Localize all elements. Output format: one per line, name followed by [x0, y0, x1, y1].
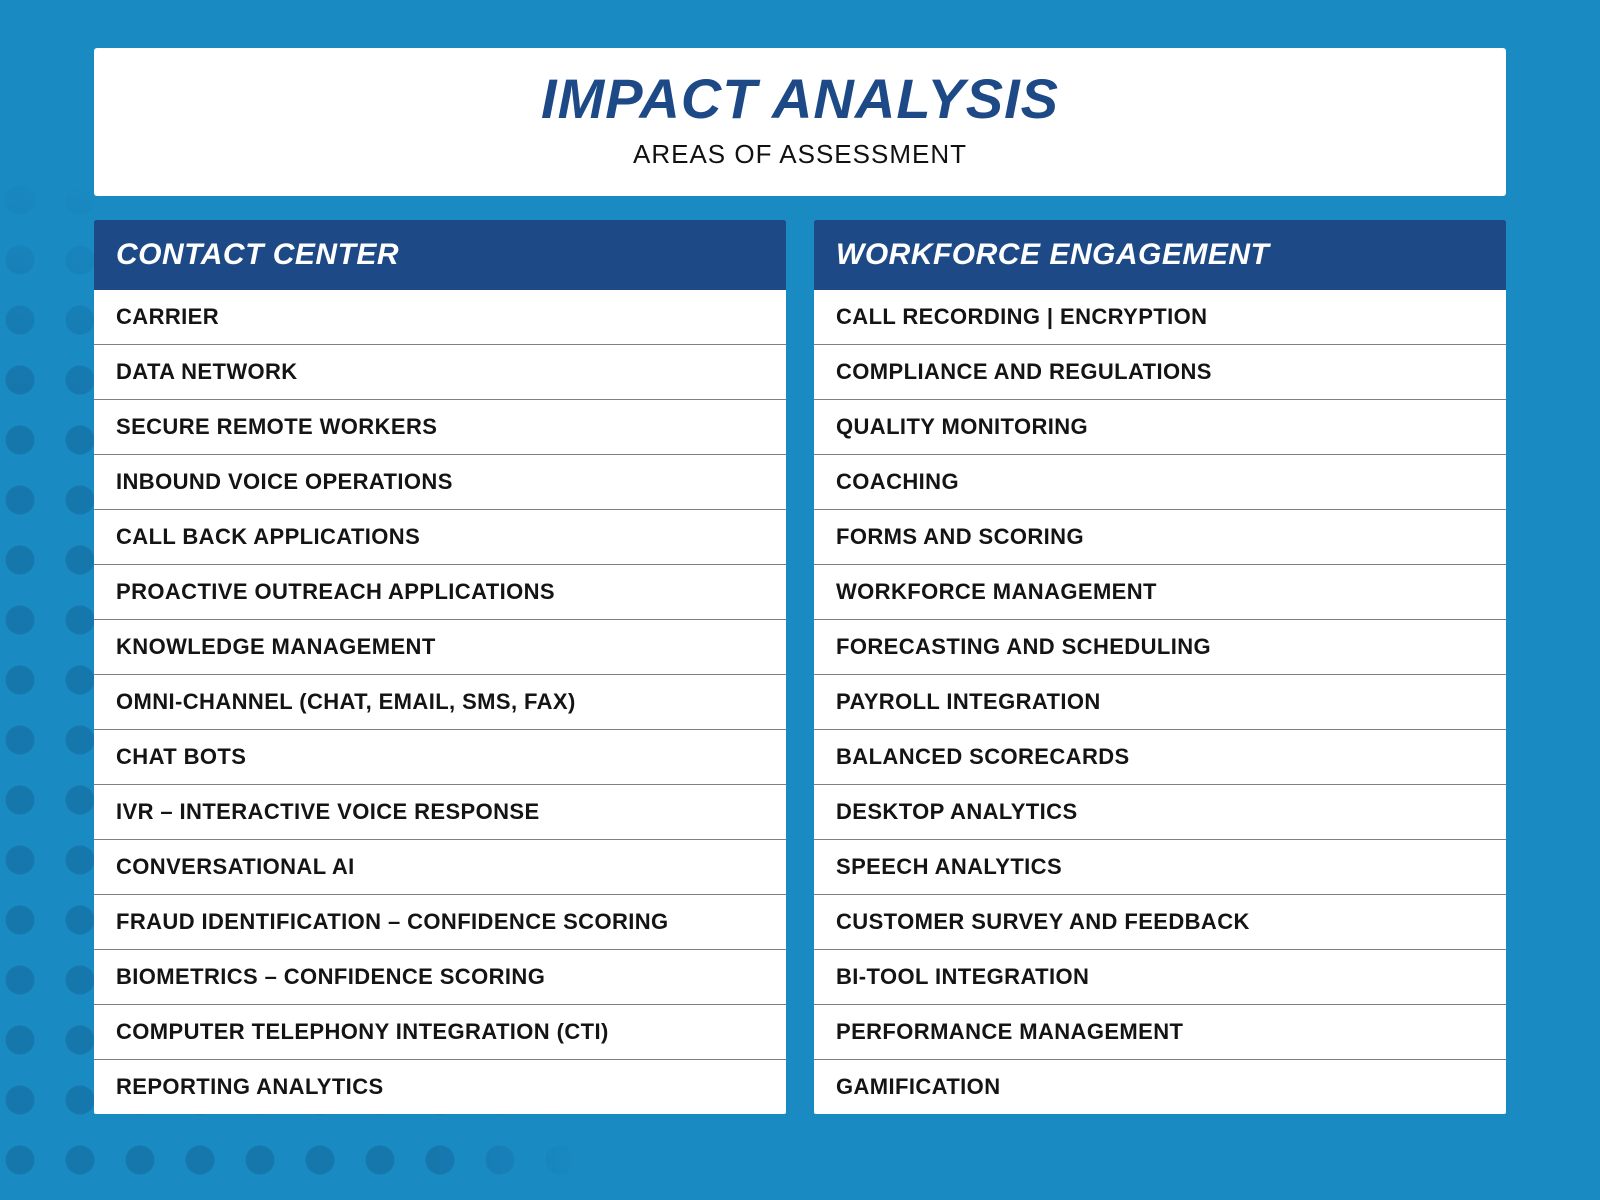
columns-wrapper: CONTACT CENTER CARRIER DATA NETWORK SECU… — [94, 220, 1506, 1114]
list-item: FORMS AND SCORING — [814, 510, 1506, 565]
list-item: KNOWLEDGE MANAGEMENT — [94, 620, 786, 675]
list-item: CHAT BOTS — [94, 730, 786, 785]
list-item: PROACTIVE OUTREACH APPLICATIONS — [94, 565, 786, 620]
list-item: BIOMETRICS – CONFIDENCE SCORING — [94, 950, 786, 1005]
list-item: CONVERSATIONAL AI — [94, 840, 786, 895]
list-item: DESKTOP ANALYTICS — [814, 785, 1506, 840]
list-item: GAMIFICATION — [814, 1060, 1506, 1114]
list-item: COACHING — [814, 455, 1506, 510]
list-item: SECURE REMOTE WORKERS — [94, 400, 786, 455]
list-item: COMPLIANCE AND REGULATIONS — [814, 345, 1506, 400]
column-header: WORKFORCE ENGAGEMENT — [814, 220, 1506, 290]
column-header: CONTACT CENTER — [94, 220, 786, 290]
list-item: QUALITY MONITORING — [814, 400, 1506, 455]
column-contact-center: CONTACT CENTER CARRIER DATA NETWORK SECU… — [94, 220, 786, 1114]
title-card: IMPACT ANALYSIS AREAS OF ASSESSMENT — [94, 48, 1506, 196]
list-item: INBOUND VOICE OPERATIONS — [94, 455, 786, 510]
list-item: BALANCED SCORECARDS — [814, 730, 1506, 785]
list-item: IVR – INTERACTIVE VOICE RESPONSE — [94, 785, 786, 840]
list-item: COMPUTER TELEPHONY INTEGRATION (CTI) — [94, 1005, 786, 1060]
list-item: FRAUD IDENTIFICATION – CONFIDENCE SCORIN… — [94, 895, 786, 950]
list-item: REPORTING ANALYTICS — [94, 1060, 786, 1114]
list-item: SPEECH ANALYTICS — [814, 840, 1506, 895]
list-item: CUSTOMER SURVEY AND FEEDBACK — [814, 895, 1506, 950]
page: IMPACT ANALYSIS AREAS OF ASSESSMENT CONT… — [0, 0, 1600, 1174]
list-item: CALL BACK APPLICATIONS — [94, 510, 786, 565]
list-item: PAYROLL INTEGRATION — [814, 675, 1506, 730]
list-item: PERFORMANCE MANAGEMENT — [814, 1005, 1506, 1060]
column-workforce-engagement: WORKFORCE ENGAGEMENT CALL RECORDING | EN… — [814, 220, 1506, 1114]
page-title: IMPACT ANALYSIS — [114, 70, 1486, 129]
list-item: OMNI-CHANNEL (CHAT, EMAIL, SMS, FAX) — [94, 675, 786, 730]
list-item: DATA NETWORK — [94, 345, 786, 400]
list-item: CARRIER — [94, 290, 786, 345]
page-subtitle: AREAS OF ASSESSMENT — [114, 139, 1486, 170]
list-item: CALL RECORDING | ENCRYPTION — [814, 290, 1506, 345]
list-item: WORKFORCE MANAGEMENT — [814, 565, 1506, 620]
list-item: BI-TOOL INTEGRATION — [814, 950, 1506, 1005]
list-item: FORECASTING AND SCHEDULING — [814, 620, 1506, 675]
